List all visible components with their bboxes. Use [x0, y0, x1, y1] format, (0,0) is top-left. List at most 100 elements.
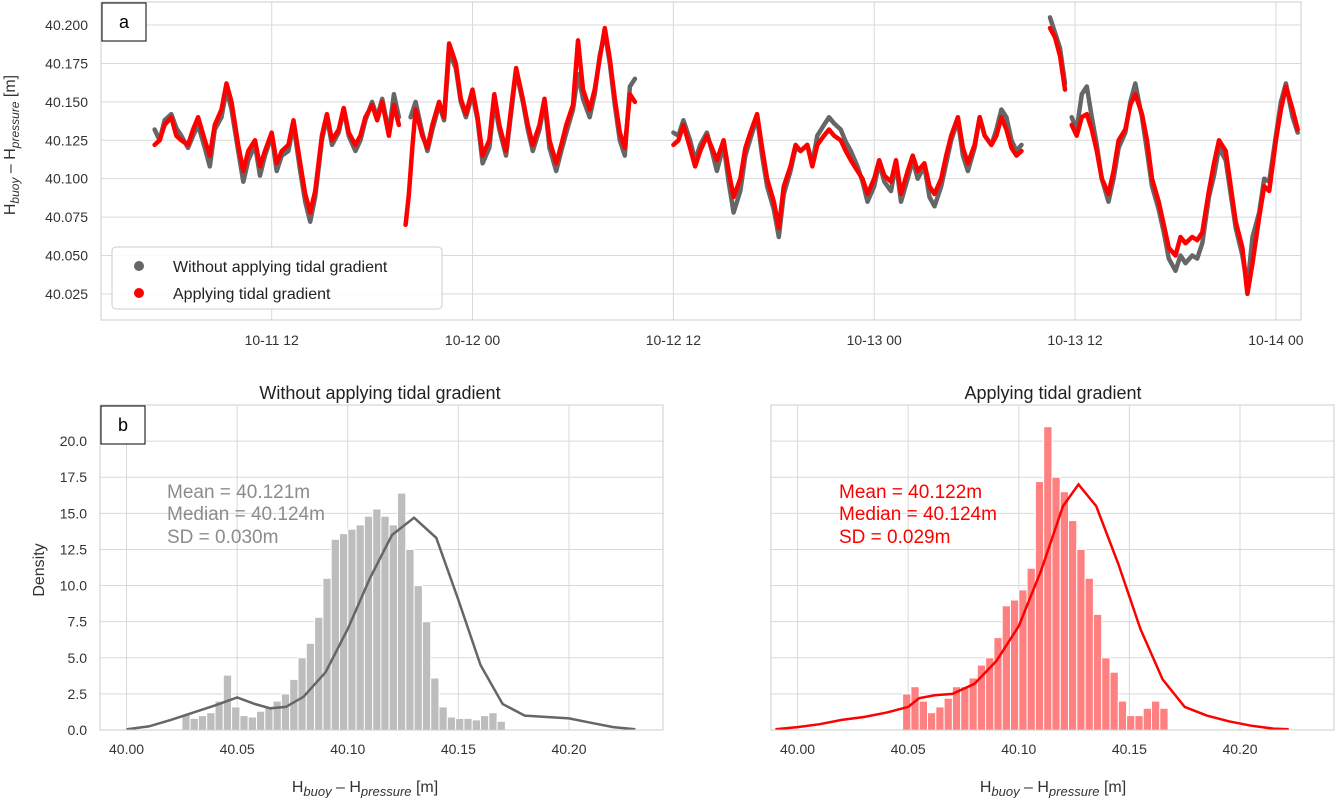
histogram-bar	[280, 693, 291, 731]
x-tick-label: 40.10	[330, 741, 365, 757]
y-tick-label: 40.200	[45, 17, 88, 33]
histogram-bar	[421, 621, 432, 731]
histogram-bar	[455, 717, 465, 731]
histogram-bar	[272, 700, 282, 731]
histogram-bar	[1142, 707, 1152, 731]
histogram-bar	[330, 538, 341, 731]
histogram-bar	[322, 577, 332, 731]
histogram-bar	[463, 717, 473, 731]
histogram-bar	[189, 717, 199, 731]
histogram-bar	[993, 637, 1003, 731]
histogram-bar	[1059, 491, 1069, 731]
panel-b-left-frame	[99, 404, 664, 731]
histogram-bar	[1092, 613, 1103, 731]
panel-b-left-kde-curve	[126, 516, 636, 731]
y-tick-label: 5.0	[68, 650, 88, 666]
histogram-bar	[314, 616, 324, 731]
histogram-bar	[355, 524, 365, 731]
histogram-bar	[1034, 481, 1045, 731]
x-tick-label: 10-12 00	[445, 332, 500, 348]
y-tick-label: 40.075	[45, 209, 88, 225]
y-tick-label: 0.0	[68, 722, 88, 738]
histogram-bar	[1101, 657, 1111, 731]
panel-b-right-title: Applying tidal gradient	[964, 383, 1141, 403]
histogram-bar	[430, 677, 440, 731]
series-line-segment	[1047, 25, 1068, 92]
x-tick-label: 40.20	[1222, 741, 1257, 757]
panel-a-legend: Without applying tidal gradient Applying…	[111, 246, 443, 310]
histogram-bar	[918, 700, 929, 731]
panel-a-y-axis-label: Hbuoy – Hpressure [m]	[2, 75, 22, 215]
panel-b-left-stats: Mean = 40.121m Median = 40.124m SD = 0.0…	[167, 482, 325, 548]
histogram-bar	[1159, 707, 1169, 731]
x-tick-label: 10-14 00	[1248, 332, 1303, 348]
histogram-bar	[488, 712, 498, 731]
y-tick-label: 2.5	[68, 686, 88, 702]
x-tick-label: 40.15	[1112, 741, 1147, 757]
series-line-segment	[403, 25, 638, 228]
y-tick-label: 17.5	[60, 469, 87, 485]
histogram-bar	[347, 528, 357, 731]
histogram-bar	[1068, 520, 1078, 731]
histogram-bar	[363, 515, 374, 731]
histogram-bar	[405, 548, 415, 731]
histogram-bar	[1109, 671, 1119, 731]
series-line-segment	[1069, 84, 1300, 297]
legend-label-without: Without applying tidal gradient	[173, 259, 388, 276]
series-line-segment	[671, 111, 1024, 231]
histogram-bar	[1084, 577, 1094, 731]
y-tick-label: 40.100	[45, 171, 88, 187]
panel-b-right-frame	[770, 404, 1335, 731]
histogram-bar	[1010, 599, 1020, 731]
histogram-bar	[446, 716, 457, 731]
histogram-bar	[1151, 700, 1161, 731]
y-tick-label: 40.025	[45, 286, 88, 302]
legend-label-applying: Applying tidal gradient	[173, 286, 331, 303]
x-tick-label: 40.00	[780, 741, 815, 757]
x-tick-label: 40.00	[109, 741, 144, 757]
panel-b-right-ticks: 40.00 40.05 40.10 40.15 40.20	[780, 741, 1258, 757]
panel-b-y-axis-label: Density	[31, 543, 48, 596]
y-tick-label: 12.5	[60, 541, 87, 557]
series-line-segment	[671, 107, 1024, 240]
histogram-bar	[471, 719, 482, 731]
panel-b-right-stats: Mean = 40.122m Median = 40.124m SD = 0.0…	[839, 482, 997, 548]
histogram-bar	[1134, 715, 1144, 731]
left-stat-mean: Mean = 40.121m	[167, 482, 310, 503]
histogram-bar	[1126, 715, 1136, 731]
panel-b-left-histogram	[181, 492, 506, 731]
panel-a-series	[152, 15, 1300, 297]
y-tick-label: 40.150	[45, 94, 88, 110]
y-tick-label: 15.0	[60, 505, 87, 521]
histogram-bar	[247, 716, 257, 731]
y-tick-label: 40.050	[45, 247, 88, 263]
y-tick-label: 10.0	[60, 578, 87, 594]
histogram-bar	[372, 508, 382, 731]
histogram-bar	[943, 697, 953, 731]
histogram-bar	[480, 715, 490, 731]
histogram-bar	[1076, 548, 1086, 731]
series-line-segment	[152, 87, 402, 224]
histogram-bar	[1043, 426, 1053, 731]
y-tick-label: 7.5	[68, 614, 88, 630]
histogram-bar	[256, 710, 266, 731]
x-tick-label: 40.05	[891, 741, 926, 757]
x-tick-label: 10-13 00	[847, 332, 902, 348]
legend-marker-without	[134, 261, 144, 271]
x-tick-label: 10-13 12	[1047, 332, 1102, 348]
x-tick-label: 40.15	[441, 741, 476, 757]
right-stat-sd: SD = 0.029m	[839, 527, 950, 548]
right-stat-mean: Mean = 40.122m	[839, 482, 982, 503]
legend-marker-applying	[134, 288, 144, 298]
right-stat-median: Median = 40.124m	[839, 504, 997, 525]
histogram-bar	[264, 706, 274, 731]
panel-b-right-kde-curve	[775, 482, 1289, 731]
histogram-bar	[960, 686, 970, 731]
left-stat-sd: SD = 0.030m	[167, 527, 278, 548]
histogram-bar	[388, 524, 399, 731]
legend-frame	[111, 246, 443, 310]
y-tick-label: 40.175	[45, 55, 88, 71]
x-tick-label: 40.05	[220, 741, 255, 757]
panel-a-label: a	[119, 12, 130, 32]
panel-b-left-title: Without applying tidal gradient	[259, 383, 500, 403]
